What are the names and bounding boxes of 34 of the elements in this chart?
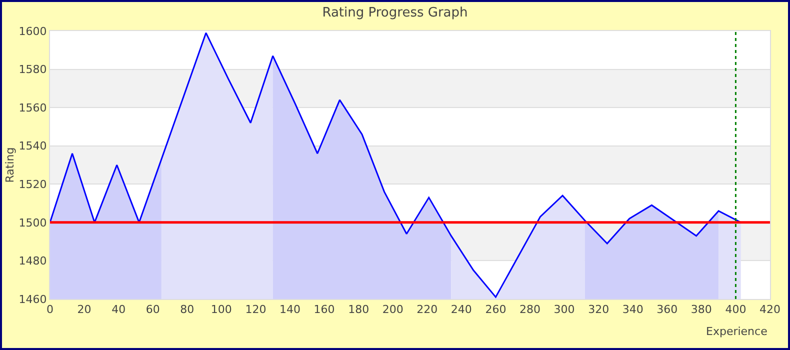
x-tick-label: 0 <box>46 303 54 316</box>
y-tick-label: 1540 <box>18 140 47 153</box>
chart-title: Rating Progress Graph <box>322 5 468 20</box>
x-tick-label: 300 <box>554 303 575 316</box>
x-tick-label: 240 <box>450 303 472 316</box>
x-tick-label: 100 <box>210 303 232 316</box>
x-tick-label: 340 <box>622 303 644 316</box>
y-tick-label: 1500 <box>18 216 47 230</box>
x-tick-label: 420 <box>760 303 780 316</box>
x-tick-label: 360 <box>656 303 678 316</box>
y-tick-label: 1600 <box>18 24 47 38</box>
x-tick-label: 160 <box>314 303 335 316</box>
x-tick-label: 400 <box>725 303 746 316</box>
x-tick-label: 280 <box>520 303 540 316</box>
x-tick-label: 380 <box>690 303 712 316</box>
y-tick-label: 1580 <box>18 63 47 76</box>
line-series <box>50 32 742 298</box>
y-tick-label: 1480 <box>18 254 47 268</box>
y-tick-label: 1560 <box>18 101 47 114</box>
x-tick-label: 320 <box>588 303 610 316</box>
x-tick-label: 140 <box>280 303 300 316</box>
x-tick-label: 260 <box>485 303 506 316</box>
y-tick-label: 1520 <box>18 178 47 191</box>
x-axis-title: Experience <box>706 325 768 338</box>
x-tick-label: 220 <box>416 303 438 316</box>
x-tick-label: 80 <box>180 303 194 316</box>
x-tick-label: 60 <box>146 303 160 316</box>
x-tick-label: 20 <box>77 303 92 316</box>
y-axis-title: Rating <box>3 147 16 183</box>
x-tick-label: 120 <box>245 303 266 316</box>
y-tick-label: 1460 <box>18 292 47 306</box>
x-tick-label: 40 <box>112 303 126 316</box>
x-tick-label: 180 <box>348 303 370 316</box>
x-tick-label: 200 <box>382 303 404 316</box>
